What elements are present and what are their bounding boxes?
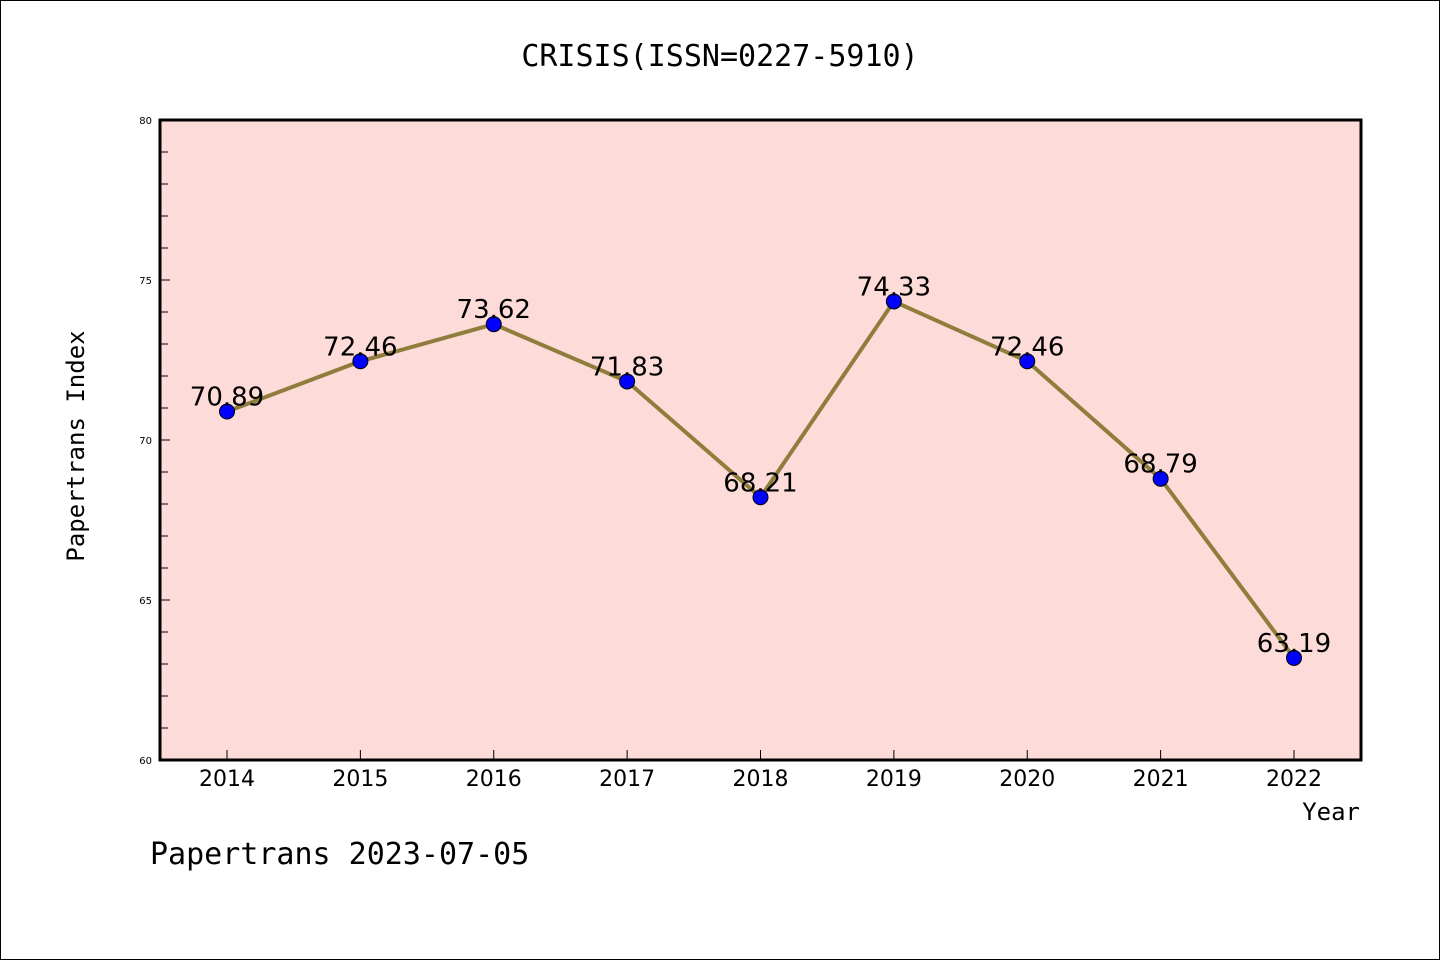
x-tick-label: 2021 xyxy=(1133,767,1189,792)
data-label: 71.83 xyxy=(590,352,664,382)
data-label: 70.89 xyxy=(190,383,264,413)
y-tick-label: 70 xyxy=(139,436,152,447)
data-label: 68.21 xyxy=(723,468,797,498)
data-label: 74.33 xyxy=(857,272,931,302)
data-point xyxy=(352,353,369,370)
y-tick-label: 60 xyxy=(139,756,152,767)
y-tick-label: 75 xyxy=(139,276,152,287)
data-point xyxy=(1019,353,1036,370)
data-point xyxy=(485,316,502,333)
footer-text: Papertrans 2023-07-05 xyxy=(150,837,529,872)
x-tick-label: 2019 xyxy=(866,767,922,792)
data-point xyxy=(1152,470,1169,487)
data-point xyxy=(1286,649,1302,666)
x-axis: 2014 2015 2016 2017 2018 2019 2020 2021 2022 xyxy=(199,750,1322,792)
data-label: 63.19 xyxy=(1257,629,1331,659)
y-axis: 60 65 70 75 80 xyxy=(139,116,170,767)
plot-area xyxy=(158,118,1363,762)
y-axis-title: Papertrans Index xyxy=(62,330,90,561)
series-layer: 70.89 72.46 73.62 71.83 68.21 74.33 72.46 68.79… xyxy=(190,272,1331,666)
data-label: 73.62 xyxy=(457,295,531,325)
x-tick-label: 2016 xyxy=(466,767,522,792)
data-point xyxy=(219,403,235,420)
x-tick-label: 2015 xyxy=(332,767,388,792)
chart-title: CRISIS(ISSN=0227-5910) xyxy=(521,39,918,74)
x-axis-title: Year xyxy=(1302,798,1360,826)
data-point xyxy=(619,373,636,390)
data-label: 68.79 xyxy=(1123,450,1197,480)
x-tick-label: 2014 xyxy=(199,767,255,792)
x-tick-label: 2020 xyxy=(999,767,1055,792)
y-tick-label: 80 xyxy=(139,116,152,127)
data-point xyxy=(885,293,902,310)
x-tick-label: 2022 xyxy=(1266,767,1322,792)
x-tick-label: 2018 xyxy=(733,767,789,792)
data-point xyxy=(752,489,769,506)
data-label: 72.46 xyxy=(990,332,1064,362)
data-label: 72.46 xyxy=(323,332,397,362)
x-tick-label: 2017 xyxy=(599,767,655,792)
y-tick-label: 65 xyxy=(139,596,152,607)
